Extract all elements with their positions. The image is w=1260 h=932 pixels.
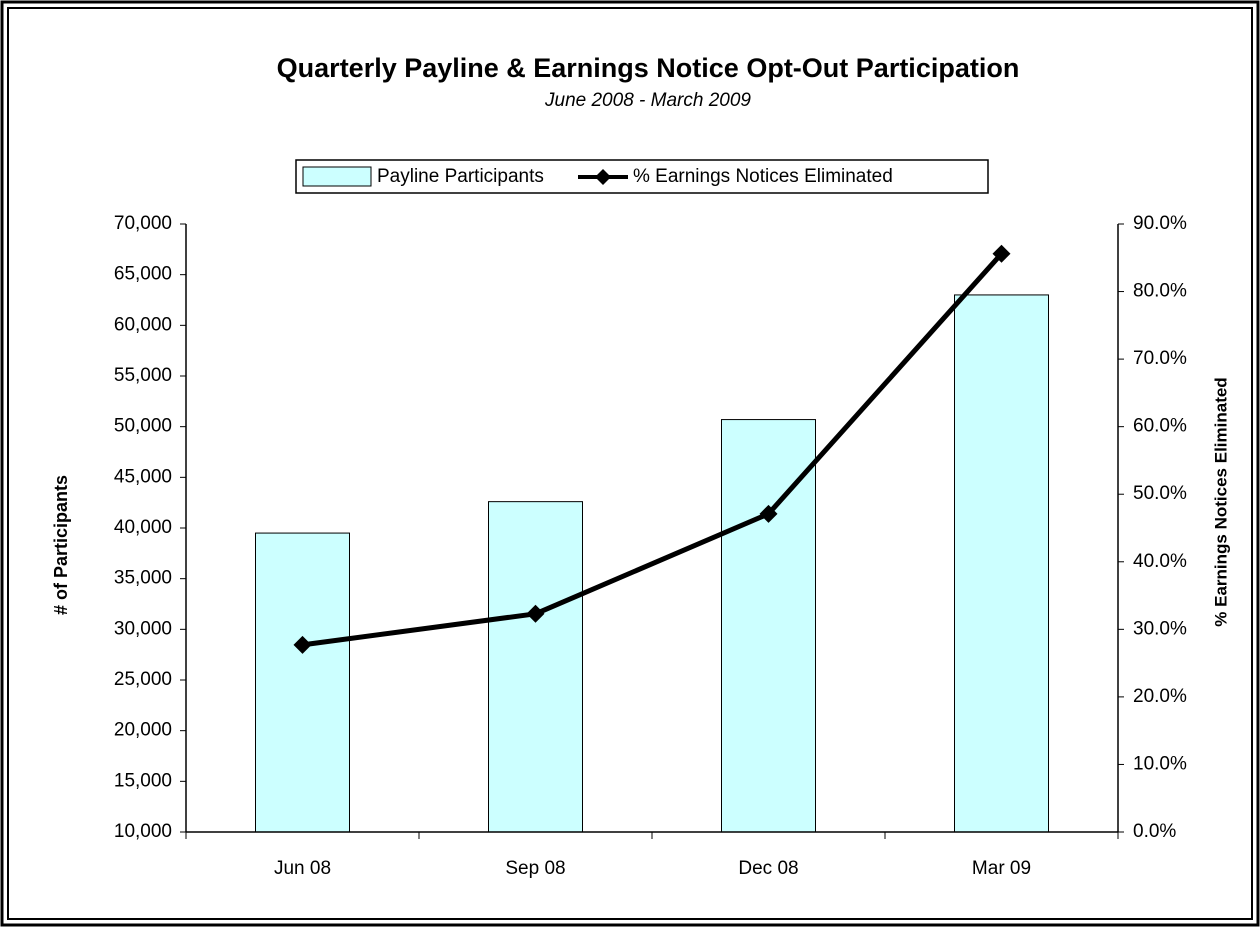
bar: [255, 532, 350, 833]
bar: [488, 501, 583, 833]
line-marker: [992, 244, 1011, 263]
legend-swatch: [595, 169, 611, 185]
y2-axis-title: % Earnings Notices Eliminated: [1211, 377, 1230, 626]
y-tick-label: 35,000: [114, 568, 172, 589]
y-axis-title: # of Participants: [51, 475, 71, 615]
y2-tick-label: 50.0%: [1133, 483, 1187, 504]
y-tick-label: 25,000: [114, 669, 172, 690]
y-tick-label: 20,000: [114, 720, 172, 741]
y2-tick-label: 0.0%: [1133, 821, 1176, 842]
y-tick-label: 60,000: [114, 314, 172, 335]
line: [302, 252, 1004, 648]
y-tick-label: 15,000: [114, 770, 172, 791]
bar: [954, 294, 1049, 833]
y-tick-label: 40,000: [114, 517, 172, 538]
y2-tick-label: 60.0%: [1133, 416, 1187, 437]
line-marker: [526, 604, 545, 623]
y2-tick-label: 10.0%: [1133, 753, 1187, 774]
y2-tick-label: 30.0%: [1133, 618, 1187, 639]
chart-subtitle: June 2008 - March 2009: [544, 90, 751, 111]
y-tick-label: 30,000: [114, 618, 172, 639]
y-tick-label: 50,000: [114, 416, 172, 437]
x-tick-label: Dec 08: [738, 858, 798, 879]
legend-box: [295, 159, 989, 194]
y2-tick-label: 90.0%: [1133, 213, 1187, 234]
x-tick-label: Jun 08: [274, 858, 331, 879]
legend-swatch: [302, 166, 372, 187]
x-tick-label: Mar 09: [972, 858, 1031, 879]
y2-tick-label: 40.0%: [1133, 551, 1187, 572]
bar: [721, 419, 816, 833]
y2-tick-label: 20.0%: [1133, 686, 1187, 707]
y2-tick-label: 80.0%: [1133, 281, 1187, 302]
y-tick-label: 10,000: [114, 821, 172, 842]
x-tick-label: Sep 08: [505, 858, 565, 879]
y-tick-label: 70,000: [114, 213, 172, 234]
y-tick-label: 55,000: [114, 365, 172, 386]
line-marker: [293, 635, 312, 654]
y2-tick-label: 70.0%: [1133, 348, 1187, 369]
chart-title: Quarterly Payline & Earnings Notice Opt-…: [277, 53, 1020, 83]
legend-label: Payline Participants: [377, 166, 544, 187]
line-marker: [759, 504, 778, 523]
inner-frame: [7, 7, 1253, 920]
y-tick-label: 45,000: [114, 466, 172, 487]
y-tick-label: 65,000: [114, 264, 172, 285]
legend-label: % Earnings Notices Eliminated: [633, 166, 893, 187]
